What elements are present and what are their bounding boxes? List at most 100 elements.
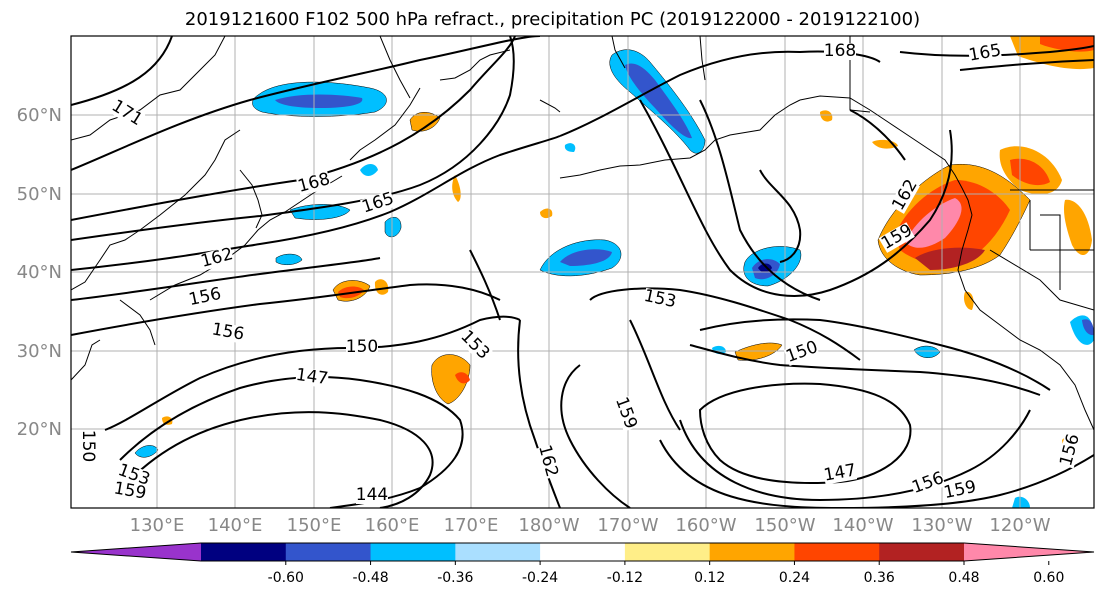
lat-label: 60°N	[17, 105, 62, 126]
lon-label: 180°W	[518, 515, 579, 536]
precip-blob	[360, 164, 378, 176]
contour-label-bg	[822, 462, 858, 485]
contour-label: 156	[187, 284, 223, 310]
lon-label: 170°W	[597, 515, 658, 536]
contour-label-bg	[296, 171, 332, 196]
colorbar-tick-label: 0.12	[694, 570, 725, 586]
contour-label: 150	[346, 337, 378, 357]
precip-blob	[905, 198, 962, 248]
colorbar-segment	[709, 543, 795, 561]
contour-label-bg	[613, 395, 640, 432]
precip-blob	[1063, 199, 1092, 256]
lat-label: 30°N	[17, 341, 62, 362]
precip-blob	[1082, 319, 1094, 336]
lat-label: 50°N	[17, 184, 62, 205]
precip-blob	[913, 345, 941, 358]
contour-label: 159	[112, 478, 147, 503]
graticule	[71, 36, 1094, 508]
lon-label: 140°W	[832, 515, 893, 536]
colorbar-tick-label: -0.60	[268, 570, 304, 586]
precip-blob	[134, 445, 159, 458]
precip-blob	[455, 372, 470, 384]
precip-blob	[275, 253, 303, 265]
colorbar: -0.60 -0.48 -0.36 -0.24 -0.12 0.12 0.24 0.36 0.4…	[70, 542, 1095, 586]
contour-label-bg	[80, 431, 97, 463]
contour-label-bg	[187, 285, 223, 310]
contour-label-bg	[346, 339, 378, 356]
contour-label-bg	[109, 97, 146, 130]
contour-label-bg	[116, 462, 153, 489]
contour-label-bg	[967, 42, 1003, 65]
colorbar-tick-label: -0.12	[607, 570, 643, 586]
colorbar-outline	[70, 542, 1095, 562]
precip-blob	[384, 216, 402, 238]
contour-label: 144	[356, 485, 388, 505]
precip-blob	[275, 94, 363, 108]
longitude-labels: 130°E 140°E 150°E 160°E 170°E 180°W 170°W 160°W…	[130, 515, 1051, 536]
precipitation-shading	[134, 36, 1094, 508]
precip-blob	[374, 279, 389, 295]
contour-label-bg	[356, 487, 388, 504]
contour-label: 165	[359, 188, 396, 217]
lon-label: 140°E	[208, 515, 263, 536]
precip-blob	[820, 110, 833, 122]
contour-label: 162	[534, 443, 562, 480]
colorbar-segment	[624, 543, 711, 561]
contour-label-bg	[536, 444, 561, 480]
precip-blob	[540, 208, 553, 219]
lon-label: 130°W	[911, 515, 972, 536]
colorbar-tick-label: 0.24	[779, 570, 810, 586]
contour-label: 168	[824, 41, 856, 61]
lon-label: 130°E	[130, 515, 185, 536]
precip-blob	[452, 175, 461, 202]
colorbar-tick-label: -0.36	[437, 570, 473, 586]
colorbar-segment	[370, 543, 456, 561]
contour-label-bg	[360, 190, 396, 217]
colorbar-segment	[794, 543, 880, 561]
lon-label: 160°W	[675, 515, 736, 536]
colorbar-extend-high	[964, 543, 1094, 561]
contour-label-bg	[210, 321, 246, 344]
contour-label: 162	[199, 244, 236, 272]
colorbar-segment	[285, 543, 372, 561]
lat-label: 20°N	[17, 419, 62, 440]
precip-blob	[431, 354, 471, 405]
contour-label: 147	[295, 365, 330, 389]
contour-label: 156	[210, 319, 245, 344]
lat-label: 40°N	[17, 262, 62, 283]
precip-blob	[564, 143, 576, 152]
contour-label-bg	[295, 366, 330, 389]
contour-label: 168	[296, 169, 333, 197]
contour-label-bg	[889, 177, 920, 214]
contour-label-bg	[199, 246, 235, 271]
contour-label-bg	[642, 287, 678, 312]
contour-label-bg	[1057, 433, 1082, 469]
refractivity-contours	[71, 36, 1094, 508]
colorbar-segment	[455, 543, 541, 561]
colorbar-segment	[879, 543, 965, 561]
colorbar-tick-label: -0.48	[352, 570, 388, 586]
precip-blob	[963, 291, 974, 310]
precip-blob	[289, 204, 351, 220]
lon-label: 170°E	[444, 515, 499, 536]
map-frame	[70, 35, 1095, 509]
colorbar-segment	[201, 543, 287, 561]
contour-label: 147	[822, 460, 857, 485]
contour-label-bg	[112, 480, 148, 503]
contour-label-bg	[824, 43, 856, 60]
contour-label-bg	[878, 222, 915, 253]
lon-label: 150°W	[754, 515, 815, 536]
contour-label: 171	[108, 96, 146, 130]
precip-blob	[1012, 496, 1030, 508]
lon-label: 120°W	[989, 515, 1050, 536]
colorbar-tick-label: 0.36	[864, 570, 895, 586]
lon-label: 160°E	[365, 515, 420, 536]
colorbar-extend-low	[71, 543, 201, 561]
lon-label: 150°E	[287, 515, 342, 536]
colorbar-segment	[540, 543, 626, 561]
contour-label-bg	[783, 339, 820, 366]
contour-label: 150	[783, 337, 820, 367]
colorbar-tick-label: -0.24	[522, 570, 558, 586]
contour-label: 165	[967, 40, 1002, 65]
